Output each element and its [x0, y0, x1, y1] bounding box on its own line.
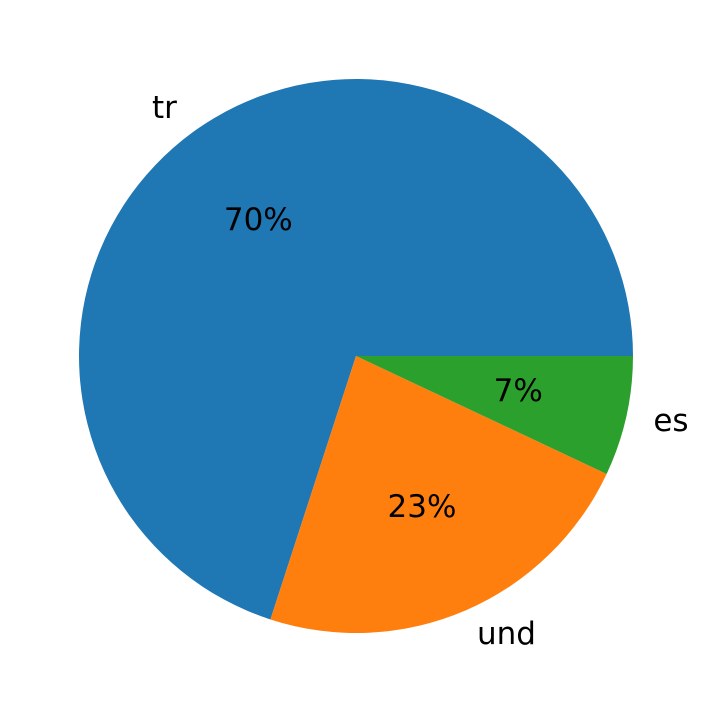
slice-label: tr: [152, 90, 177, 126]
value-label: 7%: [494, 373, 543, 409]
slice-label: es: [653, 403, 688, 439]
value-label: 70%: [224, 202, 293, 238]
pie-slice: [78, 78, 633, 620]
slice-label: und: [477, 616, 536, 652]
pie-slice: [270, 356, 607, 633]
value-label: 23%: [388, 489, 457, 525]
pie-slice: [356, 356, 633, 474]
